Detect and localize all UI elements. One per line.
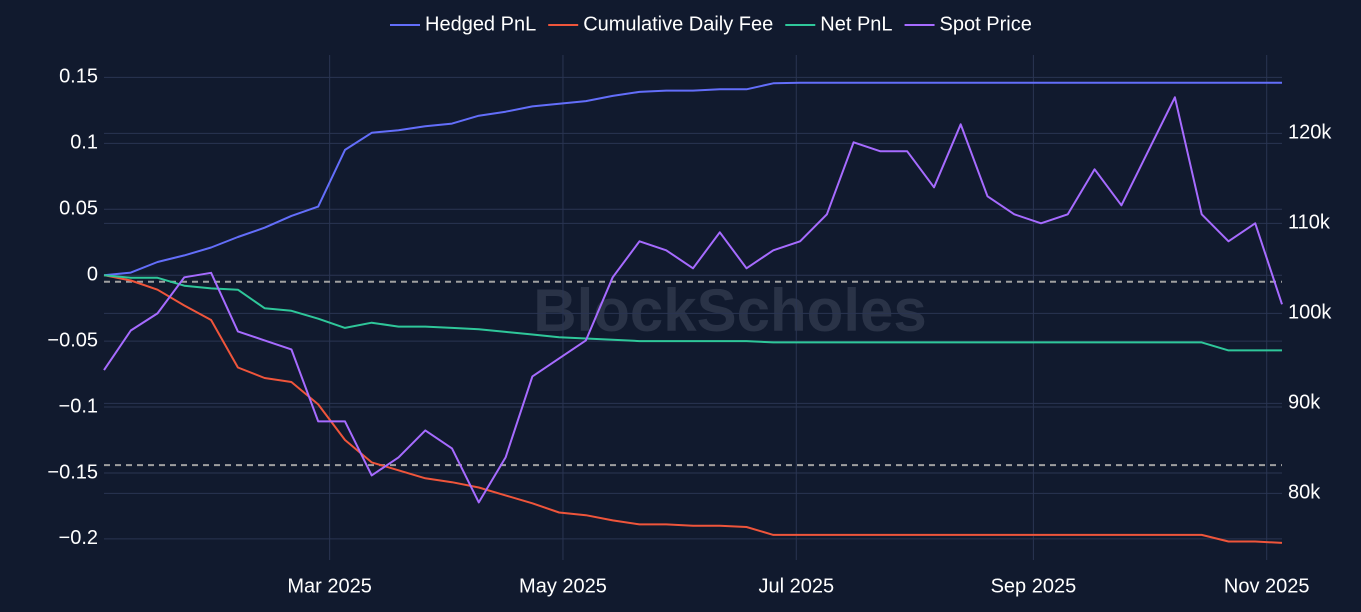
legend-label: Net PnL — [820, 13, 892, 35]
y2-tick-label: 80k — [1288, 482, 1321, 504]
x-tick-label: Mar 2025 — [287, 575, 372, 597]
x-tick-label: Jul 2025 — [758, 575, 834, 597]
y2-tick-label: 120k — [1288, 122, 1332, 144]
y2-tick-label: 100k — [1288, 302, 1332, 324]
y-tick-label: −0.15 — [47, 461, 98, 483]
legend-label: Hedged PnL — [425, 13, 536, 35]
series-line — [103, 274, 1282, 352]
y2-tick-label: 90k — [1288, 392, 1321, 414]
y-tick-label: −0.1 — [59, 395, 98, 417]
legend-label: Spot Price — [940, 13, 1032, 35]
y-tick-label: −0.05 — [47, 329, 98, 351]
y-tick-label: 0.15 — [59, 66, 98, 88]
watermark: BlockScholes — [533, 277, 927, 344]
y-tick-label: 0 — [87, 263, 98, 285]
y2-tick-label: 110k — [1288, 212, 1331, 234]
y-tick-label: −0.2 — [59, 527, 98, 549]
y-tick-label: 0.1 — [70, 132, 98, 154]
x-tick-label: Nov 2025 — [1224, 575, 1310, 597]
legend-label: Cumulative Daily Fee — [583, 13, 773, 35]
series-line — [103, 96, 1283, 504]
y-tick-label: 0.05 — [59, 198, 98, 220]
x-tick-label: May 2025 — [519, 575, 607, 597]
x-tick-label: Sep 2025 — [991, 575, 1077, 597]
series-line — [103, 274, 1283, 544]
series-line — [103, 81, 1282, 277]
